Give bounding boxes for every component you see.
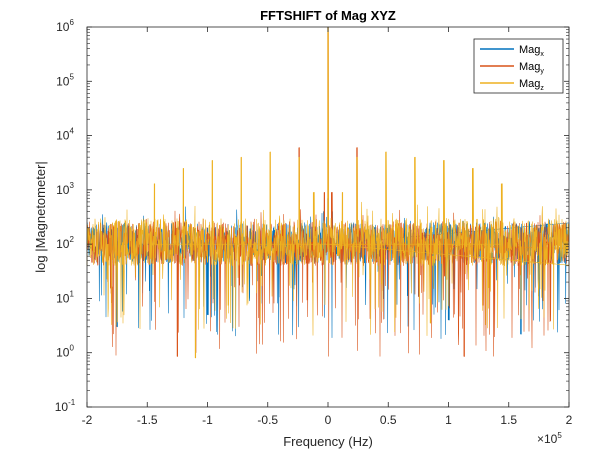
y-tick-base: 10: [56, 129, 70, 143]
y-axis-label: log |Magnetometer|: [33, 161, 48, 273]
y-tick-label: 106: [56, 18, 74, 34]
legend-label-mag-x: Magx: [519, 44, 544, 58]
y-tick-base: 10: [56, 237, 70, 251]
legend-label-name: Mag: [519, 61, 540, 73]
x-tick-label: -2: [82, 413, 93, 427]
y-tick-base: 10: [55, 400, 69, 414]
series-layer: [86, 26, 570, 359]
x-tick-label: 1.5: [500, 413, 517, 427]
y-tick-label: 103: [56, 181, 74, 197]
x-tick-label: -1.5: [137, 413, 158, 427]
y-tick-exp: 6: [69, 18, 74, 27]
x-axis-label: Frequency (Hz): [283, 434, 373, 449]
y-tick-label: 104: [56, 127, 74, 143]
legend-label-mag-y: Magy: [519, 61, 544, 75]
y-tick-label: 105: [56, 72, 74, 88]
x-multiplier-exp: 5: [557, 431, 562, 440]
x-tick-label: 0.5: [380, 413, 397, 427]
y-tick-exp: 4: [69, 127, 74, 136]
legend-label-mag-z: Magz: [519, 78, 544, 92]
y-tick-base: 10: [56, 291, 70, 305]
x-ticks: -2 -1.5 -1 -0.5 0 0.5 1 1.5 2: [82, 27, 573, 427]
legend-label-subscript: z: [540, 85, 544, 92]
x-tick-label: 2: [566, 413, 573, 427]
y-tick-exp: 2: [69, 235, 74, 244]
x-tick-label: 0: [325, 413, 332, 427]
y-tick-label: 101: [56, 289, 74, 305]
legend-label-name: Mag: [519, 78, 540, 90]
x-tick-label: 1: [445, 413, 452, 427]
legend-label-subscript: y: [540, 68, 544, 75]
legend-label-subscript: x: [540, 51, 544, 58]
series-line-mag-z: [86, 26, 570, 359]
y-tick-label: 102: [56, 235, 74, 251]
x-tick-label: -1: [202, 413, 213, 427]
y-tick-exp: 3: [69, 181, 74, 190]
x-tick-label: -0.5: [257, 413, 278, 427]
chart-title: FFTSHIFT of Mag XYZ: [260, 8, 396, 23]
y-tick-base: 10: [56, 20, 70, 34]
x-multiplier-base: ×10: [537, 432, 558, 446]
y-tick-exp: 1: [69, 289, 74, 298]
y-tick-base: 10: [56, 74, 70, 88]
y-tick-base: 10: [56, 183, 70, 197]
y-tick-label: 10-1: [55, 398, 76, 414]
y-tick-base: 10: [56, 346, 70, 360]
legend-label-name: Mag: [519, 44, 540, 56]
y-tick-label: 100: [56, 344, 74, 360]
y-tick-exp: 5: [69, 72, 74, 81]
y-tick-exp: 0: [69, 344, 74, 353]
x-multiplier-label: ×105: [537, 431, 562, 446]
y-tick-exp: -1: [68, 398, 76, 407]
